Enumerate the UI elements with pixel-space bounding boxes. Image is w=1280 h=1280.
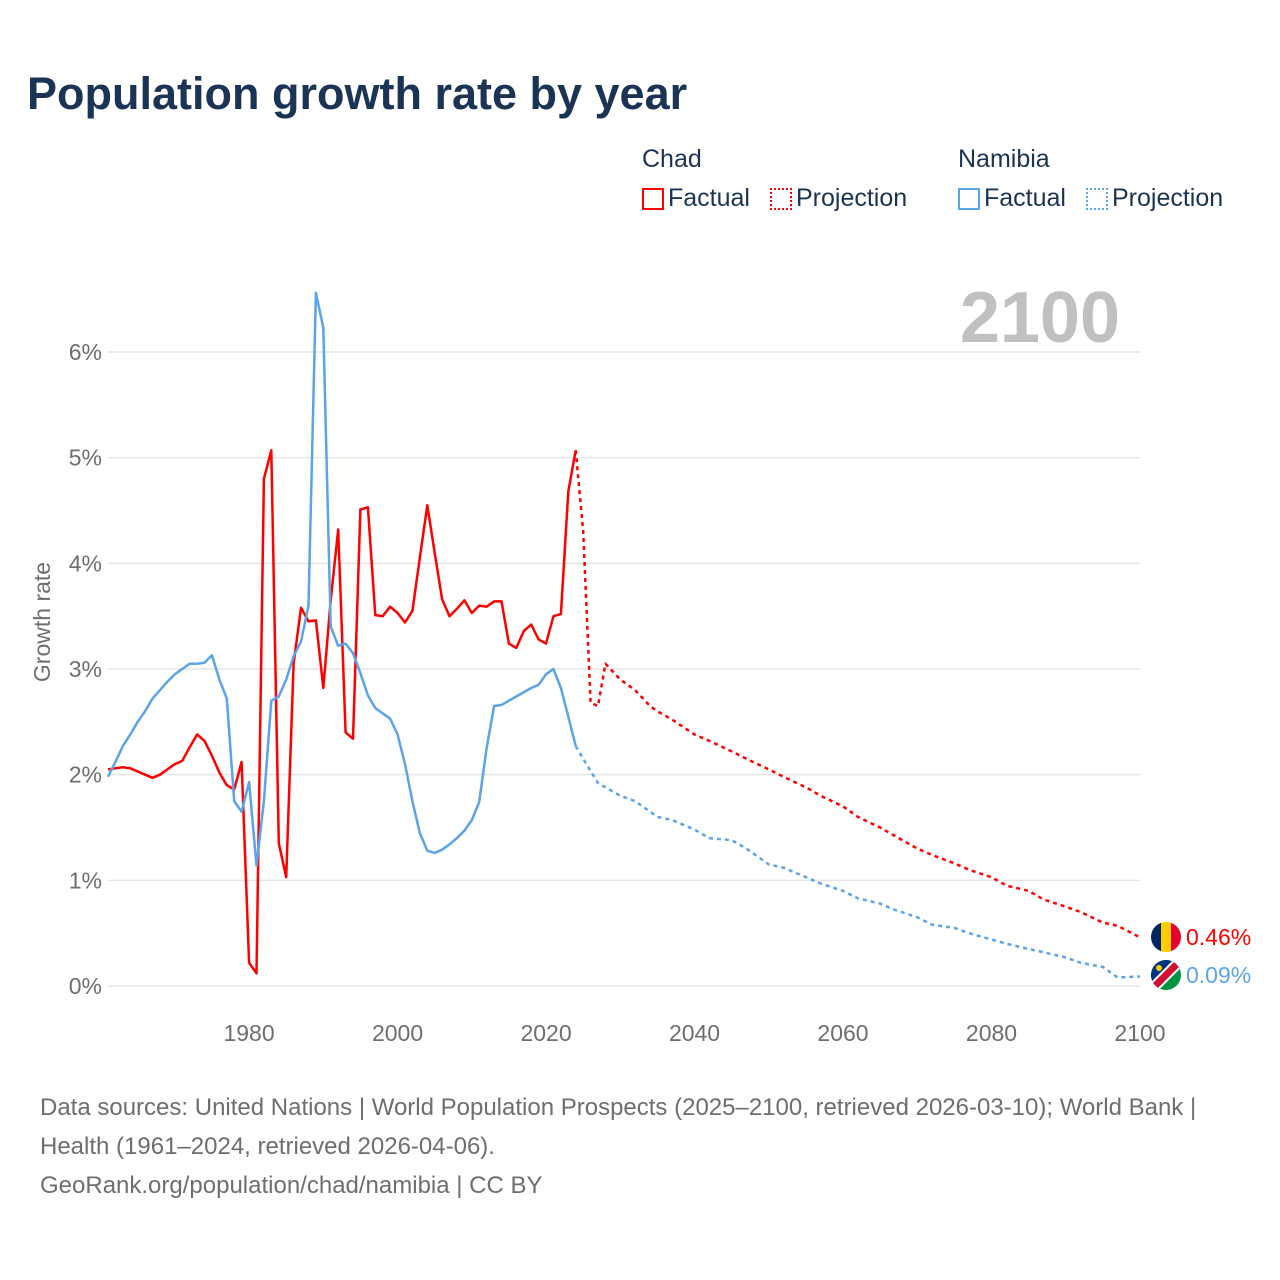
source-link[interactable]: GeoRank.org/population/chad/namibia | CC… xyxy=(40,1172,543,1199)
chad-factual-line xyxy=(107,449,577,975)
legend-swatch-dotted xyxy=(769,187,792,210)
footer: Data sources: United Nations | World Pop… xyxy=(40,1088,1240,1205)
namibia-flag-icon xyxy=(1151,960,1181,990)
legend-swatch-dotted xyxy=(1085,187,1108,210)
x-tick-label: 2080 xyxy=(966,1020,1017,1046)
legend-label: Factual xyxy=(984,184,1066,212)
x-tick-label: 2060 xyxy=(817,1020,868,1046)
legend-label: Projection xyxy=(795,184,908,212)
x-tick-label: 2040 xyxy=(669,1020,720,1046)
y-tick-label: 2% xyxy=(69,762,102,788)
y-axis-label: Growth rate xyxy=(29,562,55,682)
x-tick-label: 2000 xyxy=(372,1020,423,1046)
legend-item-namibia-projection[interactable]: Projection xyxy=(1085,184,1224,213)
y-tick-label: 5% xyxy=(69,445,102,471)
namibia-end-value-label: 0.09% xyxy=(1186,962,1251,988)
namibia-projection-line xyxy=(574,745,1141,979)
legend-namibia: Namibia Factual Projection xyxy=(958,145,1237,213)
legend-group-name: Namibia xyxy=(958,145,1050,173)
legend-group-name: Chad xyxy=(642,145,702,173)
chad-projection-line xyxy=(574,450,1141,939)
x-tick-label: 2100 xyxy=(1114,1020,1165,1046)
y-tick-label: 6% xyxy=(69,339,102,365)
legend-label: Projection xyxy=(1111,184,1224,212)
data-sources: Data sources: United Nations | World Pop… xyxy=(40,1094,1197,1160)
y-tick-label: 4% xyxy=(69,550,102,576)
chad-flag-icon xyxy=(1151,922,1181,952)
legend-item-chad-projection[interactable]: Projection xyxy=(769,184,908,213)
y-tick-label: 0% xyxy=(69,973,102,999)
chad-end-value-label: 0.46% xyxy=(1186,924,1251,950)
legend-chad: Chad Factual Projection xyxy=(642,145,921,213)
legend-label: Factual xyxy=(668,184,750,212)
namibia-factual-line xyxy=(106,291,577,867)
year-watermark: 2100 xyxy=(960,278,1120,358)
legend-swatch-solid xyxy=(958,187,980,210)
x-tick-label: 1980 xyxy=(223,1020,274,1046)
legend-item-chad-factual[interactable]: Factual xyxy=(642,184,750,213)
legend-swatch-solid xyxy=(642,187,664,210)
x-tick-label: 2020 xyxy=(520,1020,571,1046)
legend-item-namibia-factual[interactable]: Factual xyxy=(958,184,1066,213)
y-tick-label: 1% xyxy=(69,867,102,893)
y-tick-label: 3% xyxy=(69,656,102,682)
chart-title: Population growth rate by year xyxy=(27,68,688,119)
